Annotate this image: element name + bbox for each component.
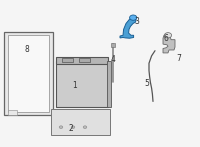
Polygon shape: [163, 34, 175, 53]
FancyBboxPatch shape: [8, 35, 49, 112]
Polygon shape: [120, 17, 136, 38]
FancyBboxPatch shape: [4, 32, 53, 115]
Text: 4: 4: [111, 55, 115, 64]
FancyBboxPatch shape: [56, 57, 108, 64]
FancyBboxPatch shape: [79, 58, 90, 62]
Text: 3: 3: [135, 17, 139, 26]
Circle shape: [164, 33, 172, 38]
Text: 6: 6: [164, 34, 168, 43]
FancyBboxPatch shape: [51, 109, 110, 135]
Text: 1: 1: [73, 81, 77, 91]
Circle shape: [130, 15, 137, 20]
Circle shape: [71, 126, 75, 128]
Text: 8: 8: [25, 45, 29, 55]
Circle shape: [59, 126, 63, 128]
Text: 5: 5: [145, 78, 149, 88]
Text: 7: 7: [177, 54, 181, 63]
FancyBboxPatch shape: [56, 61, 108, 107]
FancyBboxPatch shape: [62, 58, 73, 62]
FancyBboxPatch shape: [107, 61, 111, 107]
Circle shape: [83, 126, 87, 128]
Text: 2: 2: [69, 124, 73, 133]
FancyBboxPatch shape: [8, 110, 17, 115]
